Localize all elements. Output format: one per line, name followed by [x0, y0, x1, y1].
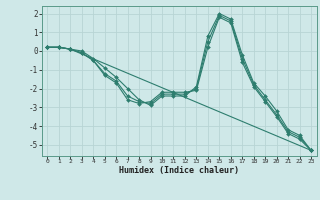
X-axis label: Humidex (Indice chaleur): Humidex (Indice chaleur)	[119, 166, 239, 175]
